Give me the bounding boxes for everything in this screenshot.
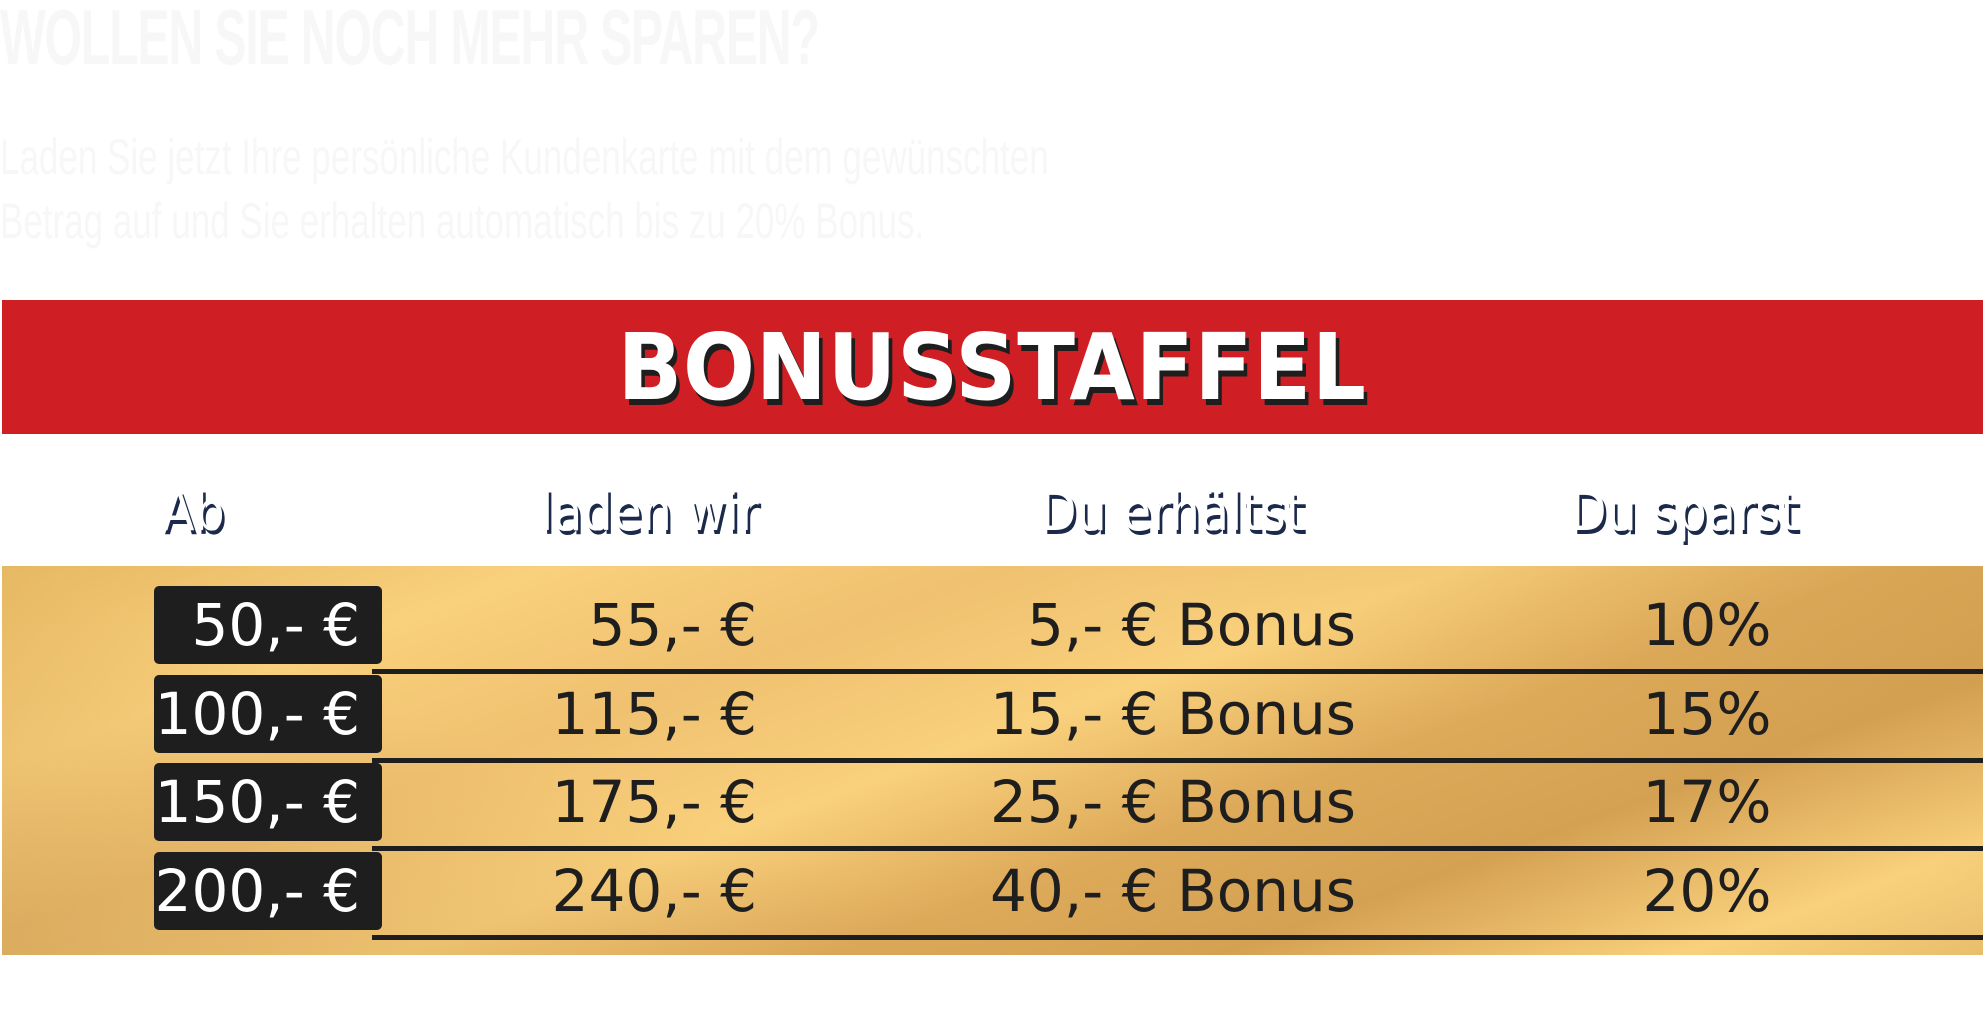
bonus-banner: BONUSSTAFFEL [2, 300, 1983, 434]
amount-tag: 50,- € [154, 586, 382, 664]
header-du-sparst: Du sparst [1570, 480, 1799, 543]
load-amount: 240,- € [551, 857, 757, 925]
table-row: 200,- € 240,- € 40,- € Bonus 20% [2, 852, 1983, 940]
header-laden-wir: laden wir [540, 480, 759, 543]
intro-title: WOLLEN SIE NOCH MEHR SPAREN? [0, 0, 820, 81]
banner-title: BONUSSTAFFEL [617, 313, 1368, 421]
savings-percent: 17% [1642, 768, 1772, 836]
row-divider [372, 669, 1983, 674]
savings-percent: 10% [1642, 591, 1772, 659]
savings-percent: 20% [1642, 857, 1772, 925]
bonus-amount: 15,- € Bonus [990, 680, 1356, 748]
bonus-amount: 40,- € Bonus [990, 857, 1356, 925]
load-amount: 115,- € [551, 680, 757, 748]
row-divider [372, 935, 1983, 940]
row-divider [372, 758, 1983, 763]
savings-percent: 15% [1642, 680, 1772, 748]
load-amount: 55,- € [588, 591, 757, 659]
table-row: 100,- € 115,- € 15,- € Bonus 15% [2, 675, 1983, 763]
bonus-amount: 5,- € Bonus [1026, 591, 1356, 659]
header-du-erhaeltst: Du erhältst [1040, 480, 1305, 543]
amount-tag: 150,- € [154, 763, 382, 841]
amount-tag: 200,- € [154, 852, 382, 930]
intro-line-2: Betrag auf und Sie erhalten automatisch … [0, 193, 925, 249]
intro-text: Laden Sie jetzt Ihre persönliche Kundenk… [0, 125, 1049, 253]
header-ab: Ab [162, 480, 225, 543]
amount-tag: 100,- € [154, 675, 382, 753]
load-amount: 175,- € [551, 768, 757, 836]
intro-line-1: Laden Sie jetzt Ihre persönliche Kundenk… [0, 129, 1049, 185]
bonus-table: 50,- € 55,- € 5,- € Bonus 10% 100,- € 11… [2, 566, 1983, 955]
bonus-amount: 25,- € Bonus [990, 768, 1356, 836]
row-divider [372, 846, 1983, 851]
table-row: 150,- € 175,- € 25,- € Bonus 17% [2, 763, 1983, 851]
table-row: 50,- € 55,- € 5,- € Bonus 10% [2, 586, 1983, 674]
